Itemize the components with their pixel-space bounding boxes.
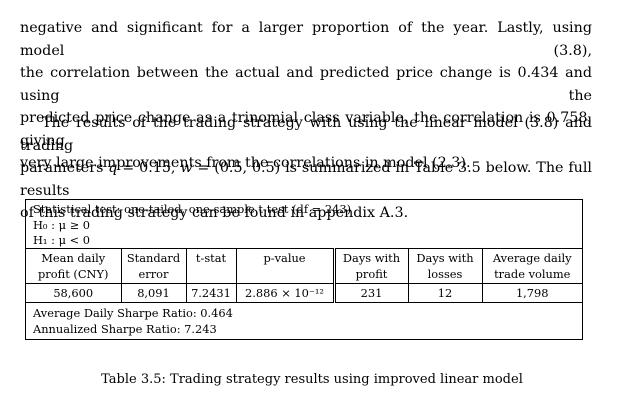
header-line: profit <box>355 266 388 281</box>
header-line <box>189 266 234 282</box>
header-cell: p-value <box>235 248 336 283</box>
value-cell: 2.886 × 10⁻¹² <box>235 282 336 302</box>
daily-sharpe-ratio: Average Daily Sharpe Ratio: 0.464 <box>33 305 233 320</box>
paragraph-line: parameters q = 0.15, w = (0.5, 0.5) is s… <box>20 157 592 202</box>
paragraph-line: negative and significant for a larger pr… <box>20 20 592 59</box>
header-line: Days with <box>416 250 474 265</box>
header-line: losses <box>427 266 463 281</box>
header-cell: t-stat <box>185 248 236 283</box>
statistical-test-line: Statistical test: one-tailed, one-sample… <box>33 202 352 216</box>
header-cell: Days with losses <box>407 248 482 283</box>
value-cell: 12 <box>407 282 482 302</box>
header-row: Mean daily profit (CNY) Standard error t-s… <box>26 248 582 283</box>
paragraph-line: predicted price change as a trinomial cl… <box>20 110 592 149</box>
header-line: trade volume <box>494 266 571 281</box>
math-variable-w: w <box>180 160 193 176</box>
paragraph-line: the correlation between the actual and p… <box>20 65 592 104</box>
test-description: Statistical test: one-tailed, one-sample… <box>26 200 582 248</box>
header-line <box>239 266 331 282</box>
results-grid: Mean daily profit (CNY) Standard error t-s… <box>26 247 582 303</box>
header-line: Mean daily <box>41 250 106 265</box>
body-paragraph-2: The results of the trading strategy with… <box>20 112 592 225</box>
header-line: profit (CNY) <box>38 266 109 281</box>
value-cell: 58,600 <box>26 282 121 302</box>
annualized-sharpe-ratio: Annualized Sharpe Ratio: 7.243 <box>33 321 217 336</box>
text-run: = (0.5, 0.5) is summarized in Table 3.5 … <box>20 160 592 199</box>
text-run: parameters <box>20 160 109 176</box>
results-table: Statistical test: one-tailed, one-sample… <box>25 199 583 340</box>
header-line: Standard <box>126 250 181 265</box>
body-paragraph-1: negative and significant for a larger pr… <box>20 17 592 175</box>
header-line: p-value <box>263 250 306 265</box>
table-caption: Table 3.5: Trading strategy results usin… <box>101 372 523 387</box>
header-line: t-stat <box>195 250 227 265</box>
header-cell: Average daily trade volume <box>481 248 582 283</box>
value-cell: 231 <box>333 282 408 302</box>
math-variable-q: q <box>108 160 118 176</box>
paragraph-line: very large improvements from the correla… <box>20 155 471 171</box>
header-cell: Days with profit <box>333 248 408 283</box>
header-line: error <box>138 266 169 281</box>
alternative-hypothesis: H₁ : μ < 0 <box>33 233 91 247</box>
value-cell: 8,091 <box>120 282 186 302</box>
header-line: Average daily <box>492 250 572 265</box>
header-cell: Standard error <box>120 248 186 283</box>
null-hypothesis: H₀ : μ ≥ 0 <box>33 217 91 232</box>
value-cell: 1,798 <box>481 282 582 302</box>
header-cell: Mean daily profit (CNY) <box>26 248 121 283</box>
header-line: Days with <box>342 250 401 265</box>
values-row: 58,600 8,091 7.2431 2.886 × 10⁻¹² 231 12… <box>26 282 582 302</box>
sharpe-ratios: Average Daily Sharpe Ratio: 0.464 Annual… <box>26 303 582 339</box>
paragraph-line: The results of the trading strategy with… <box>20 115 592 154</box>
text-run: = 0.15, <box>117 160 181 176</box>
paragraph-line: of this trading strategy can be found in… <box>20 205 409 221</box>
value-cell: 7.2431 <box>185 282 236 302</box>
